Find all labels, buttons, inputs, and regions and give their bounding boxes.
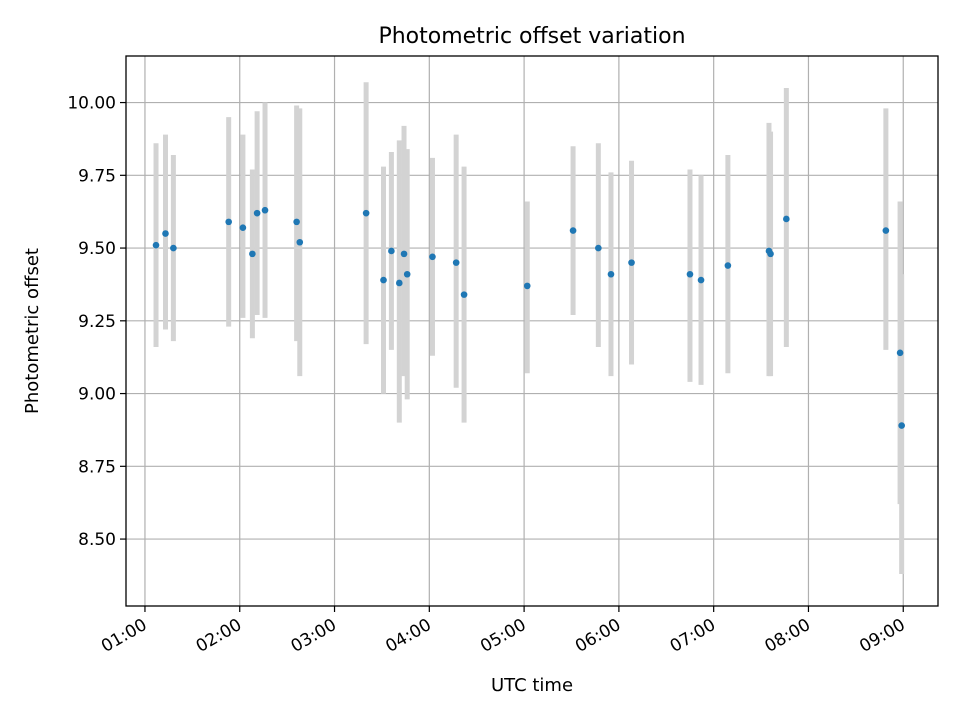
grid — [126, 56, 938, 606]
x-tick-label: 02:00 — [193, 615, 245, 657]
data-points — [152, 206, 905, 429]
y-axis-label: Photometric offset — [22, 248, 43, 414]
data-point — [686, 270, 694, 278]
x-tick-label: 03:00 — [288, 615, 340, 657]
y-tick-label: 9.00 — [78, 385, 116, 405]
x-tick-label: 06:00 — [572, 615, 624, 657]
chart-title: Photometric offset variation — [378, 24, 685, 49]
data-point — [628, 259, 635, 266]
x-tick-label: 08:00 — [762, 615, 814, 657]
data-point — [239, 224, 247, 231]
y-tick-label: 9.75 — [78, 166, 116, 186]
x-tick-label: 07:00 — [667, 615, 719, 657]
x-tick-label: 01:00 — [98, 615, 150, 657]
data-point — [783, 215, 790, 223]
y-tick-label: 8.50 — [78, 530, 116, 550]
x-axis-label: UTC time — [491, 675, 573, 696]
data-point — [569, 227, 577, 234]
data-point — [403, 270, 411, 278]
data-point — [452, 259, 460, 266]
data-point — [898, 422, 905, 429]
data-point — [225, 218, 232, 226]
data-point — [697, 276, 705, 284]
data-point — [400, 250, 408, 258]
data-point — [595, 244, 602, 252]
data-point — [429, 253, 436, 261]
y-tick-label: 9.25 — [78, 312, 116, 332]
data-point — [249, 250, 256, 258]
x-tick-label: 05:00 — [477, 615, 529, 657]
data-point — [388, 247, 395, 255]
plot-frame — [125, 55, 939, 607]
data-point — [162, 230, 169, 237]
data-point — [170, 244, 177, 252]
data-point — [293, 218, 300, 226]
data-point — [395, 279, 403, 287]
data-point — [261, 206, 269, 214]
data-point — [460, 291, 468, 298]
data-point — [380, 276, 387, 284]
data-point — [523, 282, 531, 290]
data-point — [724, 262, 732, 269]
data-point — [882, 227, 890, 234]
x-tick-label: 04:00 — [382, 615, 434, 657]
y-tick-label: 9.50 — [78, 239, 116, 259]
data-point — [152, 241, 160, 249]
y-axis-ticks: 8.50 8.75 9.00 9.25 9.50 9.75 10.00 — [67, 94, 126, 550]
error-bars — [153, 82, 905, 574]
data-point — [296, 238, 304, 246]
x-tick-label: 09:00 — [856, 615, 908, 657]
data-point — [767, 250, 774, 258]
x-axis-ticks: 01:00 02:00 03:00 04:00 05:00 06:00 07:00 08:00… — [98, 606, 909, 657]
data-point — [362, 209, 370, 217]
y-tick-label: 8.75 — [78, 457, 116, 477]
data-point — [607, 270, 615, 278]
data-point — [253, 209, 261, 217]
y-tick-label: 10.00 — [67, 94, 116, 114]
data-point — [896, 349, 904, 357]
